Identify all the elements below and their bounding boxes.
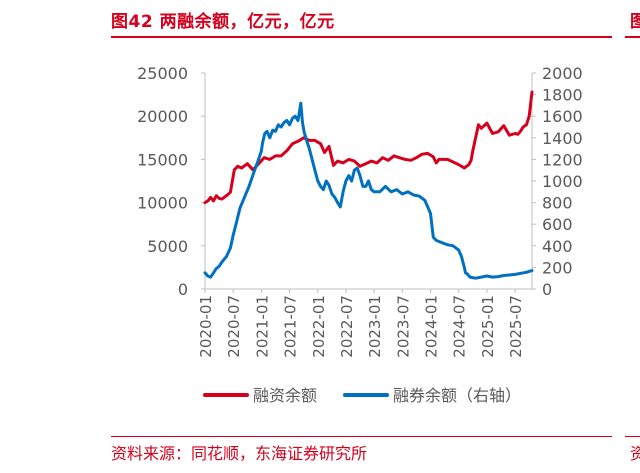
right-y-tick-label: 600 <box>542 215 573 234</box>
legend-label: 融券余额（右轴） <box>393 386 521 405</box>
title-rule <box>111 36 612 38</box>
right-y-tick-label: 2000 <box>542 64 583 83</box>
right-y-tick-label: 1400 <box>542 129 583 148</box>
x-tick-label: 2024-01 <box>423 295 441 358</box>
x-tick-label: 2025-07 <box>507 295 525 358</box>
left-y-tick-label: 20000 <box>137 107 188 126</box>
x-tick-label: 2022-01 <box>310 295 328 358</box>
right-y-tick-label: 1600 <box>542 107 583 126</box>
x-tick-label: 2023-01 <box>366 295 384 358</box>
right-y-tick-label: 0 <box>542 280 552 299</box>
left-y-tick-label: 5000 <box>147 237 188 256</box>
right-y-tick-label: 1200 <box>542 150 583 169</box>
source-note: 资料来源：同花顺，东海证券研究所 <box>111 444 368 463</box>
x-tick-label: 2021-07 <box>282 295 300 358</box>
right-y-tick-label: 1000 <box>542 172 583 191</box>
title-rule-right <box>625 36 640 38</box>
left-y-tick-label: 10000 <box>137 194 188 213</box>
series-line-short-selling <box>203 101 534 280</box>
right-y-tick-label: 400 <box>542 237 573 256</box>
next-figure-title-fragment: 图 <box>630 12 640 32</box>
x-tick-label: 2024-07 <box>451 295 469 358</box>
left-y-tick-label: 0 <box>178 280 188 299</box>
right-y-tick-label: 800 <box>542 194 573 213</box>
left-y-tick-label: 25000 <box>137 64 188 83</box>
figure-title: 图42 两融余额，亿元，亿元 <box>111 12 335 32</box>
x-tick-label: 2021-01 <box>253 295 271 358</box>
right-y-tick-label: 1800 <box>542 86 583 105</box>
legend-label: 融资余额 <box>253 386 317 405</box>
source-rule-right <box>625 436 640 437</box>
x-tick-label: 2023-07 <box>394 295 412 358</box>
x-tick-label: 2020-01 <box>197 295 215 358</box>
series-line-margin-financing <box>203 90 534 205</box>
source-rule <box>111 436 612 437</box>
x-tick-label: 2022-07 <box>338 295 356 358</box>
x-tick-label: 2020-07 <box>225 295 243 358</box>
left-y-tick-label: 15000 <box>137 150 188 169</box>
next-source-fragment: 资 <box>630 444 640 463</box>
right-y-tick-label: 200 <box>542 258 573 277</box>
x-tick-label: 2025-01 <box>479 295 497 358</box>
